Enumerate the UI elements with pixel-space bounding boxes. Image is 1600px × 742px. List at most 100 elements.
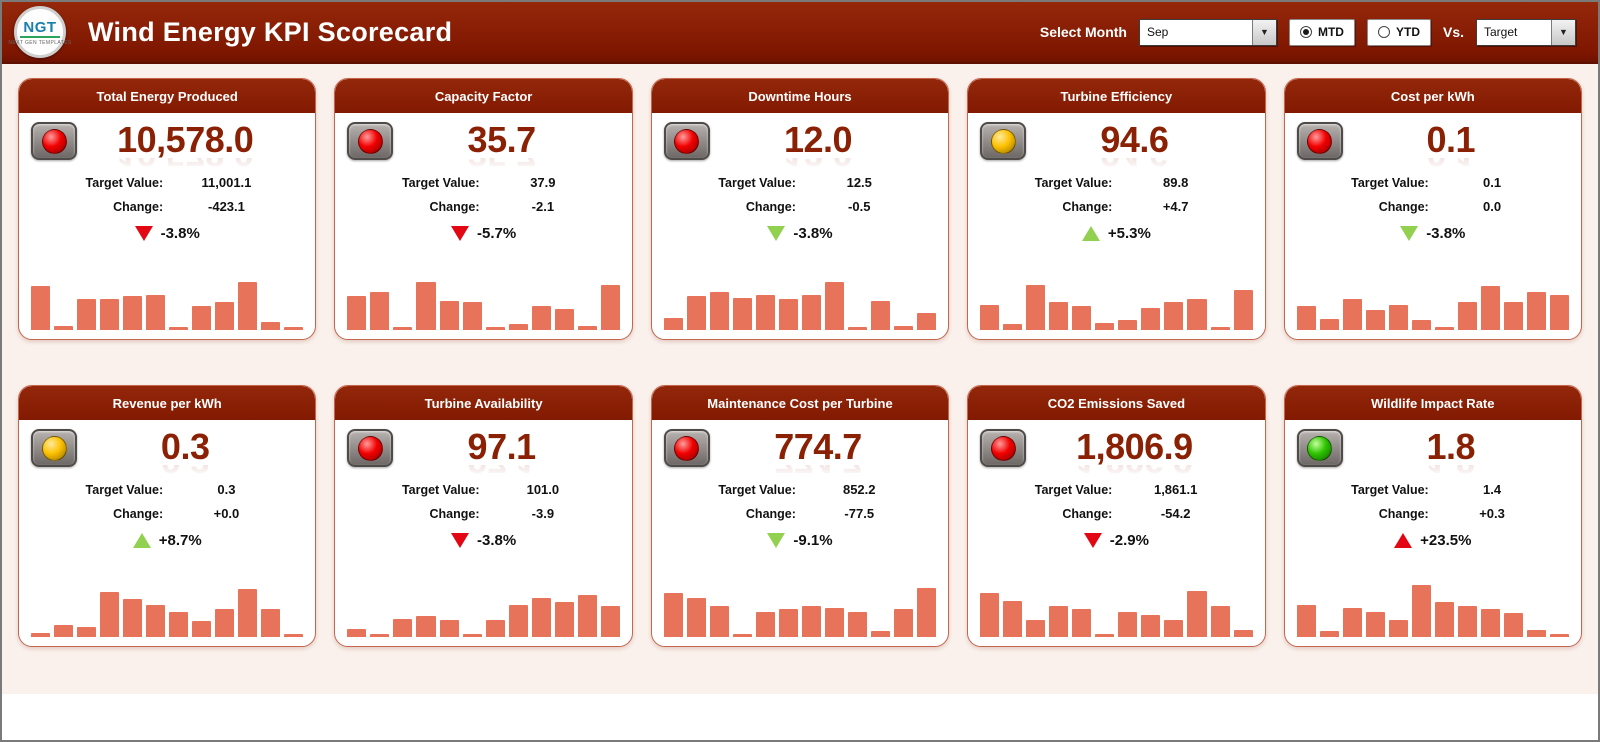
spark-bar bbox=[1342, 299, 1362, 330]
change-value: -423.1 bbox=[208, 199, 245, 214]
spark-bar bbox=[1210, 326, 1230, 330]
spark-bar bbox=[1526, 630, 1546, 637]
spark-bar bbox=[1480, 286, 1500, 330]
spark-bar bbox=[709, 606, 729, 637]
spark-bar bbox=[393, 327, 413, 330]
radio-icon[interactable] bbox=[1299, 26, 1312, 38]
spark-bar bbox=[600, 606, 620, 637]
trend-arrow-icon bbox=[134, 225, 153, 241]
kpi-value: 1.8 bbox=[1426, 426, 1476, 467]
change-row: Change: -2.1 bbox=[335, 195, 631, 219]
spark-bar bbox=[1503, 302, 1523, 330]
change-label: Change: bbox=[1062, 507, 1113, 521]
ytd-radio[interactable]: YTD bbox=[1366, 18, 1431, 46]
dashboard: Total Energy Produced 10,578.0 10,578.0 … bbox=[2, 64, 1598, 694]
kpi-value-wrap: 0.3 0.3 bbox=[67, 429, 303, 479]
spark-bar bbox=[370, 291, 390, 330]
kpi-card-title: Capacity Factor bbox=[335, 79, 632, 113]
kpi-value: 0.1 bbox=[1426, 119, 1476, 160]
kpi-card-title: Revenue per kWh bbox=[19, 386, 316, 420]
chevron-down-icon[interactable]: ▼ bbox=[1251, 19, 1276, 45]
spark-bar bbox=[347, 296, 367, 330]
status-light-icon bbox=[1296, 429, 1343, 467]
spark-bar bbox=[1411, 319, 1431, 330]
kpi-card-top: 35.7 35.7 bbox=[335, 113, 631, 171]
status-light-icon bbox=[980, 122, 1027, 160]
kpi-card: CO2 Emissions Saved 1,806.9 1,806.9 Targ… bbox=[967, 385, 1266, 647]
kpi-value-wrap: 10,578.0 10,578.0 bbox=[67, 122, 303, 172]
spark-bar bbox=[871, 300, 891, 330]
trend-percent: +5.3% bbox=[1107, 224, 1151, 242]
change-label: Change: bbox=[745, 507, 796, 521]
trend-arrow-icon bbox=[132, 532, 151, 548]
mtd-radio[interactable]: MTD bbox=[1288, 18, 1355, 46]
kpi-card-title: Turbine Availability bbox=[335, 386, 632, 420]
trend-row: +23.5% bbox=[1285, 526, 1581, 554]
sparkline-chart bbox=[980, 274, 1253, 330]
month-dropdown[interactable]: Sep ▼ bbox=[1138, 18, 1277, 46]
spark-bar bbox=[732, 634, 752, 637]
target-value: 101.0 bbox=[526, 482, 560, 497]
spark-bar bbox=[508, 604, 528, 637]
trend-percent: -3.8% bbox=[160, 224, 200, 242]
chevron-down-icon[interactable]: ▼ bbox=[1551, 19, 1575, 45]
spark-bar bbox=[1342, 607, 1362, 637]
trend-row: -3.8% bbox=[652, 219, 948, 247]
kpi-title-text: Total Energy Produced bbox=[96, 89, 238, 104]
kpi-card-top: 774.7 774.7 bbox=[652, 420, 948, 478]
spark-bar bbox=[1365, 310, 1385, 330]
spark-bar bbox=[778, 299, 798, 330]
kpi-value-reflection: 1.8 bbox=[1333, 465, 1569, 478]
change-row: Change: -0.5 bbox=[652, 195, 948, 219]
spark-bar bbox=[77, 299, 97, 330]
kpi-card-top: 0.1 0.1 bbox=[1285, 113, 1581, 171]
target-label: Target Value: bbox=[85, 483, 164, 497]
spark-bar bbox=[1457, 302, 1477, 330]
trend-row: -9.1% bbox=[652, 526, 948, 554]
kpi-value-reflection: 35.7 bbox=[383, 158, 619, 171]
status-light-icon bbox=[1296, 122, 1343, 160]
trend-row: -3.8% bbox=[335, 526, 631, 554]
spark-bar bbox=[1549, 295, 1569, 330]
kpi-value-reflection: 94.6 bbox=[1016, 158, 1252, 171]
radio-icon[interactable] bbox=[1377, 26, 1390, 38]
kpi-value-wrap: 94.6 94.6 bbox=[1016, 122, 1252, 172]
target-row: Target Value: 101.0 bbox=[335, 478, 631, 502]
spark-bar bbox=[1187, 299, 1207, 330]
kpi-card: Revenue per kWh 0.3 0.3 Target Value: 0.… bbox=[18, 385, 317, 647]
change-value: 0.0 bbox=[1483, 199, 1502, 214]
kpi-title-text: Maintenance Cost per Turbine bbox=[707, 396, 893, 411]
target-row: Target Value: 1,861.1 bbox=[968, 478, 1264, 502]
change-row: Change: -77.5 bbox=[652, 502, 948, 526]
spark-bar bbox=[508, 324, 528, 330]
kpi-card: Turbine Availability 97.1 97.1 Target Va… bbox=[334, 385, 633, 647]
spark-bar bbox=[1003, 600, 1023, 637]
kpi-value-wrap: 1.8 1.8 bbox=[1333, 426, 1569, 479]
target-value: 0.3 bbox=[217, 482, 236, 497]
change-row: Change: -423.1 bbox=[19, 195, 315, 219]
spark-bar bbox=[146, 295, 166, 330]
spark-bar bbox=[663, 593, 683, 637]
spark-bar bbox=[54, 325, 74, 330]
spark-bar bbox=[1210, 606, 1230, 637]
spark-bar bbox=[917, 587, 937, 637]
vs-label: Vs. bbox=[1442, 24, 1464, 40]
kpi-title-text: Wildlife Impact Rate bbox=[1371, 396, 1495, 411]
spark-bar bbox=[347, 628, 367, 637]
vs-dropdown[interactable]: Target ▼ bbox=[1476, 18, 1576, 46]
status-light-icon bbox=[663, 122, 710, 160]
spark-bar bbox=[439, 620, 459, 637]
kpi-title-text: CO2 Emissions Saved bbox=[1047, 396, 1186, 411]
kpi-card-top: 94.6 94.6 bbox=[968, 113, 1264, 171]
kpi-value: 35.7 bbox=[467, 119, 537, 160]
spark-bar bbox=[485, 327, 505, 330]
spark-bar bbox=[1319, 318, 1339, 330]
month-dropdown-value: Sep bbox=[1146, 25, 1169, 39]
kpi-value-reflection: 774.7 bbox=[700, 465, 936, 478]
spark-bar bbox=[215, 609, 235, 637]
spark-bar bbox=[1549, 634, 1569, 637]
spark-bar bbox=[577, 595, 597, 637]
target-row: Target Value: 0.3 bbox=[19, 478, 315, 502]
status-light-icon bbox=[31, 429, 77, 467]
spark-bar bbox=[531, 597, 551, 637]
